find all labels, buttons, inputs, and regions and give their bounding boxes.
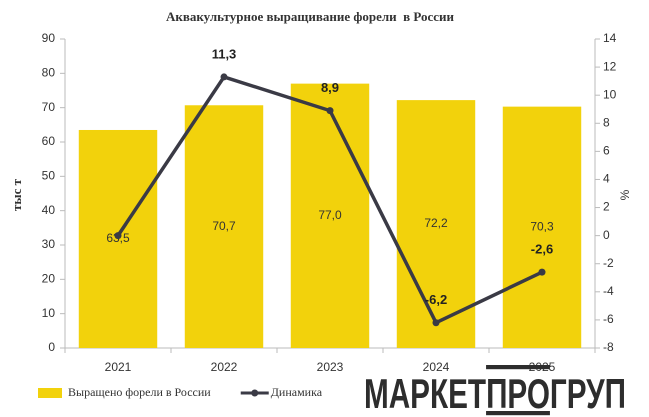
x-tick-label: 2024 (423, 360, 450, 374)
line-point (432, 319, 440, 327)
y2-tick-label: 12 (603, 59, 617, 73)
y-tick-label: 20 (42, 272, 56, 286)
y2-tick-label: 6 (603, 144, 610, 158)
logo-part: МАРКЕТ (364, 370, 486, 417)
y-axis-label: тыс т (9, 178, 24, 211)
y-tick-label: 80 (42, 66, 56, 80)
logo-part: ГРУП (550, 370, 626, 417)
legend-label: Динамика (271, 385, 323, 399)
bar (290, 83, 370, 348)
x-tick-label: 2021 (105, 360, 132, 374)
line-value-label: 8,9 (321, 80, 339, 95)
bar-value-label: 70,3 (530, 219, 554, 233)
y-tick-label: 90 (42, 31, 56, 45)
bar-value-label: 77,0 (318, 208, 342, 222)
y2-tick-label: -2 (603, 256, 614, 270)
legend-label: Выращено форели в России (68, 385, 211, 399)
bar (396, 100, 476, 348)
bar (502, 106, 582, 349)
bar (184, 105, 264, 348)
bar-value-label: 72,2 (424, 216, 448, 230)
line-point (538, 268, 546, 276)
line-point (326, 107, 334, 115)
x-tick-label: 2023 (317, 360, 344, 374)
y-tick-label: 40 (42, 203, 56, 217)
logo-part: ПРО (486, 370, 550, 417)
line-point (220, 73, 228, 81)
line-value-label: 11,3 (212, 46, 237, 61)
y-tick-label: 70 (42, 100, 56, 114)
y2-tick-label: 4 (603, 172, 610, 186)
y2-tick-label: 8 (603, 115, 610, 129)
y2-tick-label: 14 (603, 31, 617, 45)
legend-swatch (251, 389, 259, 397)
line-point (114, 232, 122, 240)
y-tick-label: 50 (42, 169, 56, 183)
y-tick-label: 10 (42, 306, 56, 320)
y2-tick-label: -6 (603, 312, 614, 326)
line-value-label: -2,6 (531, 242, 553, 257)
x-tick-label: 2025 (529, 360, 556, 374)
bar-value-label: 70,7 (212, 219, 236, 233)
logo: МАРКЕТПРОГРУП (364, 370, 626, 417)
y2-axis-label: % (618, 189, 632, 200)
y2-tick-label: -4 (603, 284, 614, 298)
chart-title: Аквакультурное выращивание форели в Росс… (166, 9, 455, 24)
y2-tick-label: -8 (603, 340, 614, 354)
y-tick-label: 30 (42, 237, 56, 251)
x-tick-label: 2022 (211, 360, 238, 374)
y2-tick-label: 0 (603, 228, 610, 242)
line-value-label: -6,2 (425, 292, 447, 307)
y-tick-label: 60 (42, 134, 56, 148)
y2-tick-label: 10 (603, 87, 617, 101)
y-tick-label: 0 (48, 340, 55, 354)
y2-tick-label: 2 (603, 200, 610, 214)
legend-swatch (38, 388, 62, 398)
